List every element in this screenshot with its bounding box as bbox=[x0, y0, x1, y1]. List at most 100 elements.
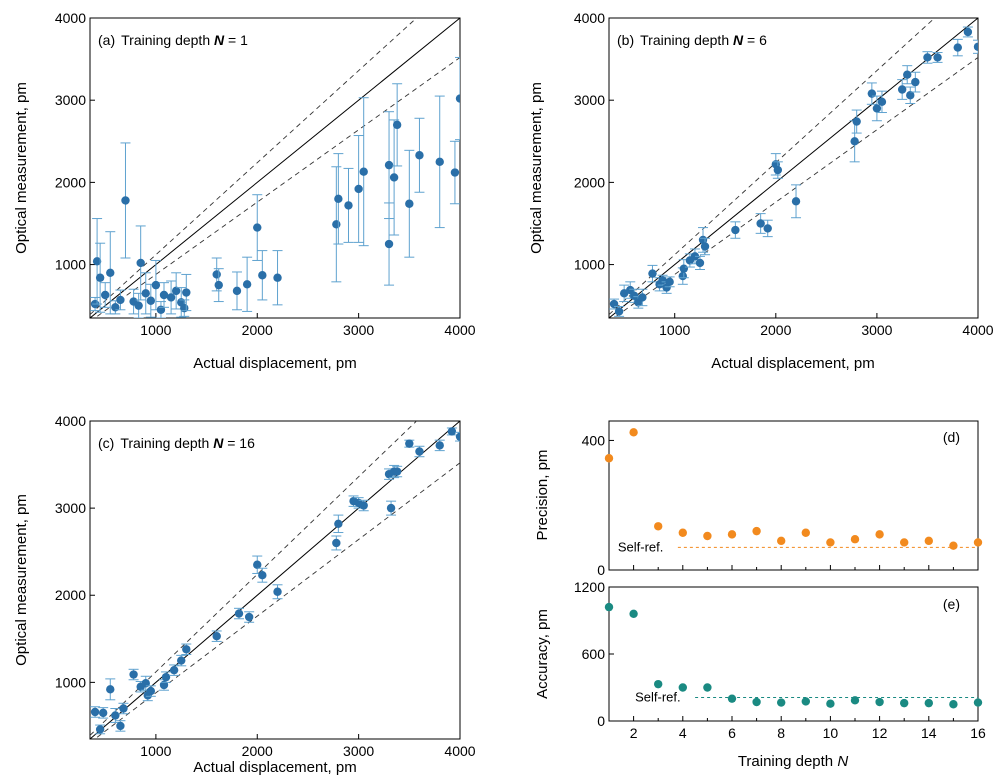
x-tick-label: 3000 bbox=[343, 322, 374, 338]
data-point bbox=[973, 698, 983, 707]
x-tick-label: 10 bbox=[823, 725, 839, 741]
data-point bbox=[129, 670, 138, 679]
x-tick-label: 6 bbox=[728, 725, 736, 741]
x-tick-label: 4000 bbox=[444, 743, 475, 759]
x-tick-label: 12 bbox=[872, 725, 888, 741]
self-ref-label: Self-ref. bbox=[618, 539, 664, 554]
data-point bbox=[435, 441, 444, 450]
data-point bbox=[159, 290, 169, 300]
data-point bbox=[973, 538, 983, 547]
data-point bbox=[900, 538, 909, 547]
bound-line bbox=[94, 56, 460, 318]
y-tick-label: 2000 bbox=[574, 174, 605, 190]
axis-ticks: 1000 2000 3000 4000 1000 2000 3000 4000 bbox=[574, 10, 994, 338]
data-point bbox=[258, 271, 267, 280]
data-point bbox=[953, 43, 962, 52]
data-point bbox=[151, 280, 161, 290]
identity-line bbox=[609, 18, 978, 318]
data-point bbox=[450, 168, 460, 177]
data-point bbox=[731, 225, 740, 235]
data-point bbox=[141, 289, 150, 298]
data-point bbox=[850, 535, 860, 544]
panel-c: 1000 2000 3000 4000 1000 2000 3000 4000 (c) Trai… bbox=[13, 413, 476, 776]
data-point bbox=[695, 258, 705, 268]
data-point bbox=[415, 447, 424, 456]
data-point bbox=[933, 53, 942, 62]
data-point bbox=[171, 286, 181, 296]
data-points bbox=[604, 602, 983, 709]
data-point bbox=[134, 301, 143, 310]
x-tick-label: 3000 bbox=[343, 743, 374, 759]
data-point bbox=[116, 295, 125, 305]
data-point bbox=[678, 683, 687, 692]
data-point bbox=[359, 501, 368, 510]
data-point bbox=[405, 439, 414, 448]
data-point bbox=[95, 273, 105, 282]
data-point bbox=[648, 269, 657, 278]
x-tick-label: 1000 bbox=[140, 743, 171, 759]
data-point bbox=[273, 587, 282, 596]
data-point bbox=[875, 697, 884, 707]
data-point bbox=[405, 199, 414, 208]
data-point bbox=[332, 220, 341, 229]
data-point bbox=[119, 704, 128, 713]
y-tick-label: 3000 bbox=[55, 92, 86, 108]
data-point bbox=[630, 291, 639, 301]
data-point bbox=[949, 700, 958, 709]
y-tick-label: 3000 bbox=[55, 500, 86, 516]
x-axis-label: Actual displacement, pm bbox=[193, 759, 356, 776]
data-point bbox=[334, 194, 343, 204]
panel-title: (b) Training depth N = 6 bbox=[617, 32, 767, 48]
data-point bbox=[773, 165, 783, 175]
data-point bbox=[963, 27, 973, 37]
data-point bbox=[665, 277, 674, 287]
data-point bbox=[756, 219, 765, 228]
data-point bbox=[629, 609, 638, 618]
x-tick-label: 4000 bbox=[962, 322, 993, 338]
data-point bbox=[159, 680, 169, 690]
data-point bbox=[392, 120, 402, 130]
data-point bbox=[852, 117, 861, 126]
data-point bbox=[455, 432, 460, 441]
panel-label: (e) bbox=[943, 596, 960, 612]
data-point bbox=[92, 257, 102, 266]
x-tick-label: 2000 bbox=[242, 322, 273, 338]
panel-title: (a) Training depth N = 1 bbox=[98, 32, 248, 48]
data-point bbox=[629, 428, 638, 437]
plot-frame bbox=[608, 17, 979, 319]
x-axis-label: Training depth N bbox=[738, 753, 849, 770]
x-tick-label: 1000 bbox=[140, 322, 171, 338]
plot-frame bbox=[89, 17, 461, 319]
data-point bbox=[101, 290, 110, 300]
data-point bbox=[654, 679, 663, 689]
data-point bbox=[801, 528, 810, 537]
panel-d: 0 400 (d) Self-ref. Precision, pm bbox=[534, 420, 983, 578]
data-point bbox=[752, 526, 761, 536]
data-point bbox=[791, 197, 801, 206]
data-point bbox=[146, 296, 156, 305]
data-point bbox=[386, 503, 396, 513]
axis-ticks: 1000 2000 3000 4000 1000 2000 3000 4000 bbox=[55, 413, 476, 759]
y-tick-label: 2000 bbox=[55, 174, 86, 190]
data-point bbox=[415, 151, 424, 160]
data-point bbox=[166, 293, 176, 302]
identity-line bbox=[90, 18, 460, 318]
data-point bbox=[332, 538, 341, 548]
data-point bbox=[435, 157, 444, 167]
data-point bbox=[384, 239, 394, 249]
data-point bbox=[826, 538, 835, 547]
bound-line bbox=[94, 462, 460, 739]
data-point bbox=[604, 602, 614, 612]
y-tick-label: 4000 bbox=[55, 10, 86, 26]
data-points bbox=[90, 56, 460, 318]
reference-lines bbox=[609, 18, 978, 318]
y-axis-label: Optical measurement, pm bbox=[528, 82, 545, 254]
data-point bbox=[897, 85, 907, 94]
plot-frame bbox=[608, 420, 979, 571]
data-point bbox=[923, 53, 932, 62]
data-point bbox=[850, 137, 859, 146]
data-point bbox=[111, 711, 120, 720]
data-point bbox=[384, 160, 394, 170]
data-point bbox=[98, 708, 108, 718]
data-point bbox=[638, 293, 647, 302]
